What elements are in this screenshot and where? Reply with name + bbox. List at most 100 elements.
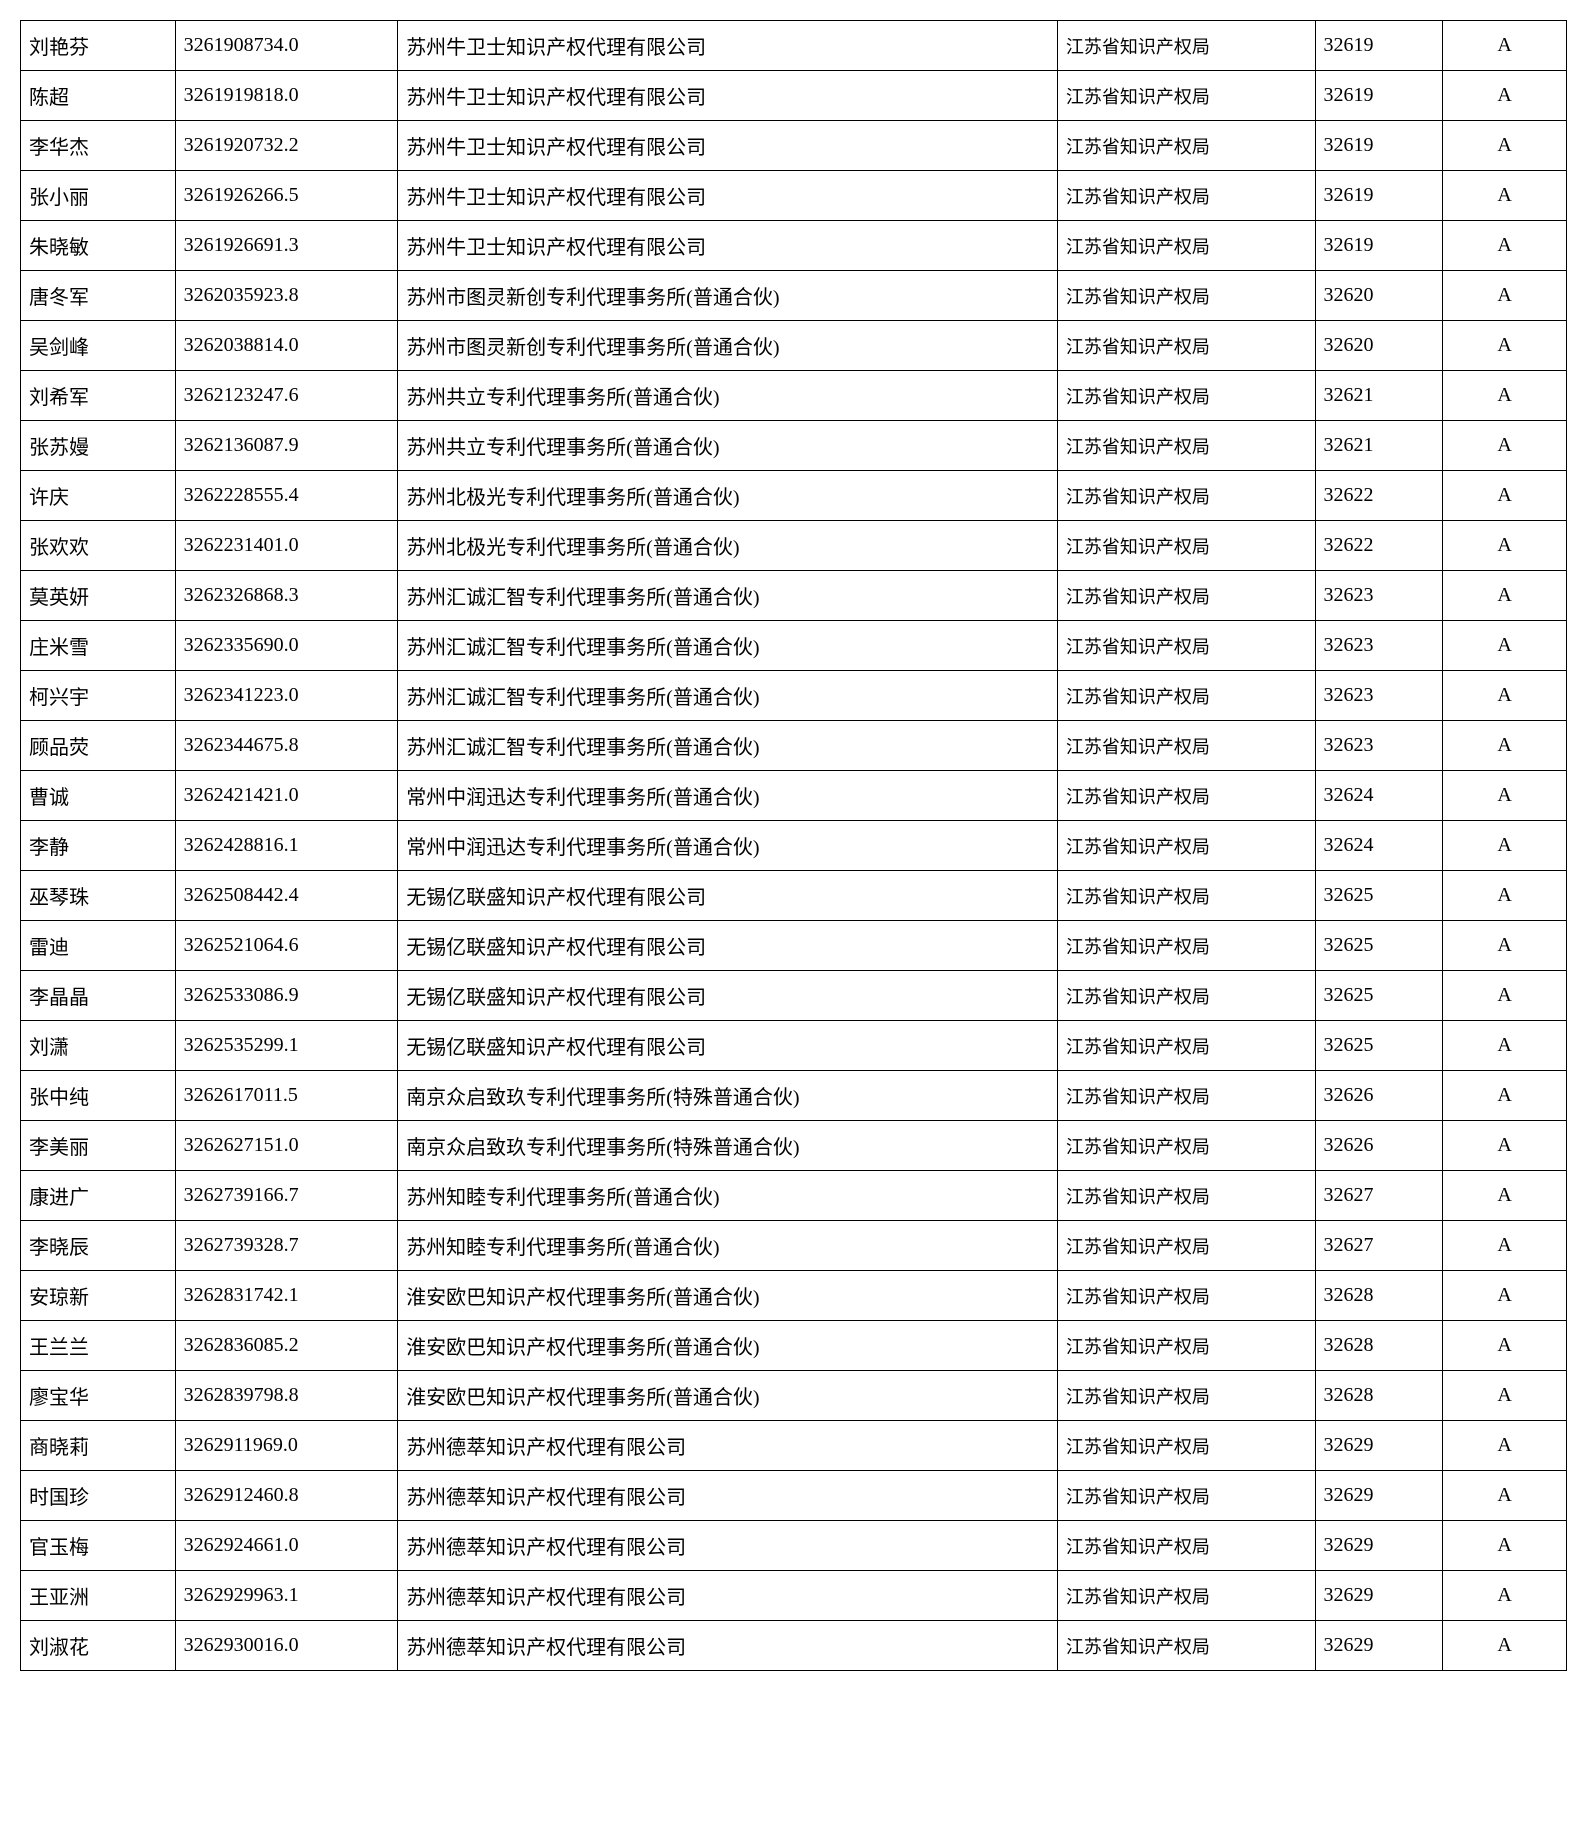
cell-id: 3262930016.0 — [175, 1621, 398, 1671]
cell-id: 3261919818.0 — [175, 71, 398, 121]
cell-company: 苏州牛卫士知识产权代理有限公司 — [398, 171, 1058, 221]
cell-bureau: 江苏省知识产权局 — [1057, 1321, 1315, 1371]
cell-id: 3262627151.0 — [175, 1121, 398, 1171]
cell-id: 3262341223.0 — [175, 671, 398, 721]
cell-id: 3262123247.6 — [175, 371, 398, 421]
table-row: 顾品荧3262344675.8苏州汇诚汇智专利代理事务所(普通合伙)江苏省知识产… — [21, 721, 1567, 771]
cell-grade: A — [1443, 171, 1567, 221]
cell-name: 李华杰 — [21, 121, 176, 171]
cell-id: 3262035923.8 — [175, 271, 398, 321]
cell-id: 3262508442.4 — [175, 871, 398, 921]
table-row: 刘淑花3262930016.0苏州德萃知识产权代理有限公司江苏省知识产权局326… — [21, 1621, 1567, 1671]
table-row: 廖宝华3262839798.8淮安欧巴知识产权代理事务所(普通合伙)江苏省知识产… — [21, 1371, 1567, 1421]
cell-company: 淮安欧巴知识产权代理事务所(普通合伙) — [398, 1321, 1058, 1371]
cell-company: 苏州德萃知识产权代理有限公司 — [398, 1421, 1058, 1471]
cell-id: 3261926691.3 — [175, 221, 398, 271]
cell-bureau: 江苏省知识产权局 — [1057, 21, 1315, 71]
cell-company: 苏州汇诚汇智专利代理事务所(普通合伙) — [398, 721, 1058, 771]
cell-id: 3261920732.2 — [175, 121, 398, 171]
cell-grade: A — [1443, 971, 1567, 1021]
table-row: 庄米雪3262335690.0苏州汇诚汇智专利代理事务所(普通合伙)江苏省知识产… — [21, 621, 1567, 671]
cell-code: 32621 — [1315, 421, 1443, 471]
cell-company: 无锡亿联盛知识产权代理有限公司 — [398, 921, 1058, 971]
table-row: 莫英妍3262326868.3苏州汇诚汇智专利代理事务所(普通合伙)江苏省知识产… — [21, 571, 1567, 621]
cell-bureau: 江苏省知识产权局 — [1057, 1421, 1315, 1471]
cell-grade: A — [1443, 1171, 1567, 1221]
cell-company: 苏州共立专利代理事务所(普通合伙) — [398, 371, 1058, 421]
cell-name: 时国珍 — [21, 1471, 176, 1521]
cell-id: 3262421421.0 — [175, 771, 398, 821]
cell-name: 许庆 — [21, 471, 176, 521]
table-row: 朱晓敏3261926691.3苏州牛卫士知识产权代理有限公司江苏省知识产权局32… — [21, 221, 1567, 271]
cell-bureau: 江苏省知识产权局 — [1057, 421, 1315, 471]
cell-grade: A — [1443, 21, 1567, 71]
cell-name: 官玉梅 — [21, 1521, 176, 1571]
table-row: 刘潇3262535299.1无锡亿联盛知识产权代理有限公司江苏省知识产权局326… — [21, 1021, 1567, 1071]
cell-company: 淮安欧巴知识产权代理事务所(普通合伙) — [398, 1271, 1058, 1321]
cell-code: 32625 — [1315, 921, 1443, 971]
cell-grade: A — [1443, 1221, 1567, 1271]
cell-name: 吴剑峰 — [21, 321, 176, 371]
cell-grade: A — [1443, 921, 1567, 971]
cell-id: 3262533086.9 — [175, 971, 398, 1021]
cell-code: 32626 — [1315, 1071, 1443, 1121]
cell-code: 32619 — [1315, 121, 1443, 171]
table-row: 许庆3262228555.4苏州北极光专利代理事务所(普通合伙)江苏省知识产权局… — [21, 471, 1567, 521]
cell-bureau: 江苏省知识产权局 — [1057, 371, 1315, 421]
cell-grade: A — [1443, 671, 1567, 721]
table-row: 李晶晶3262533086.9无锡亿联盛知识产权代理有限公司江苏省知识产权局32… — [21, 971, 1567, 1021]
cell-bureau: 江苏省知识产权局 — [1057, 871, 1315, 921]
cell-name: 廖宝华 — [21, 1371, 176, 1421]
cell-grade: A — [1443, 1421, 1567, 1471]
cell-name: 刘淑花 — [21, 1621, 176, 1671]
cell-id: 3262521064.6 — [175, 921, 398, 971]
cell-company: 苏州牛卫士知识产权代理有限公司 — [398, 221, 1058, 271]
cell-grade: A — [1443, 1571, 1567, 1621]
cell-company: 南京众启致玖专利代理事务所(特殊普通合伙) — [398, 1121, 1058, 1171]
table-row: 曹诚3262421421.0常州中润迅达专利代理事务所(普通合伙)江苏省知识产权… — [21, 771, 1567, 821]
cell-name: 张欢欢 — [21, 521, 176, 571]
cell-grade: A — [1443, 1021, 1567, 1071]
cell-code: 32629 — [1315, 1571, 1443, 1621]
cell-code: 32629 — [1315, 1621, 1443, 1671]
cell-bureau: 江苏省知识产权局 — [1057, 1221, 1315, 1271]
table-row: 唐冬军3262035923.8苏州市图灵新创专利代理事务所(普通合伙)江苏省知识… — [21, 271, 1567, 321]
cell-bureau: 江苏省知识产权局 — [1057, 1371, 1315, 1421]
cell-id: 3262739166.7 — [175, 1171, 398, 1221]
cell-company: 苏州北极光专利代理事务所(普通合伙) — [398, 521, 1058, 571]
cell-grade: A — [1443, 1621, 1567, 1671]
cell-company: 苏州德萃知识产权代理有限公司 — [398, 1521, 1058, 1571]
cell-code: 32621 — [1315, 371, 1443, 421]
cell-id: 3261908734.0 — [175, 21, 398, 71]
cell-code: 32625 — [1315, 871, 1443, 921]
cell-id: 3261926266.5 — [175, 171, 398, 221]
cell-grade: A — [1443, 1471, 1567, 1521]
cell-bureau: 江苏省知识产权局 — [1057, 1171, 1315, 1221]
cell-code: 32620 — [1315, 321, 1443, 371]
cell-bureau: 江苏省知识产权局 — [1057, 271, 1315, 321]
cell-grade: A — [1443, 821, 1567, 871]
cell-code: 32628 — [1315, 1271, 1443, 1321]
cell-name: 巫琴珠 — [21, 871, 176, 921]
cell-company: 苏州市图灵新创专利代理事务所(普通合伙) — [398, 271, 1058, 321]
cell-company: 无锡亿联盛知识产权代理有限公司 — [398, 971, 1058, 1021]
table-row: 巫琴珠3262508442.4无锡亿联盛知识产权代理有限公司江苏省知识产权局32… — [21, 871, 1567, 921]
table-row: 张苏嫚3262136087.9苏州共立专利代理事务所(普通合伙)江苏省知识产权局… — [21, 421, 1567, 471]
cell-company: 无锡亿联盛知识产权代理有限公司 — [398, 1021, 1058, 1071]
cell-bureau: 江苏省知识产权局 — [1057, 1621, 1315, 1671]
cell-name: 王兰兰 — [21, 1321, 176, 1371]
cell-company: 常州中润迅达专利代理事务所(普通合伙) — [398, 771, 1058, 821]
cell-name: 李静 — [21, 821, 176, 871]
cell-company: 苏州知睦专利代理事务所(普通合伙) — [398, 1171, 1058, 1221]
cell-bureau: 江苏省知识产权局 — [1057, 1021, 1315, 1071]
cell-grade: A — [1443, 221, 1567, 271]
cell-code: 32628 — [1315, 1371, 1443, 1421]
cell-grade: A — [1443, 1071, 1567, 1121]
cell-bureau: 江苏省知识产权局 — [1057, 1121, 1315, 1171]
table-row: 陈超3261919818.0苏州牛卫士知识产权代理有限公司江苏省知识产权局326… — [21, 71, 1567, 121]
cell-company: 南京众启致玖专利代理事务所(特殊普通合伙) — [398, 1071, 1058, 1121]
table-row: 李华杰3261920732.2苏州牛卫士知识产权代理有限公司江苏省知识产权局32… — [21, 121, 1567, 171]
table-row: 吴剑峰3262038814.0苏州市图灵新创专利代理事务所(普通合伙)江苏省知识… — [21, 321, 1567, 371]
cell-id: 3262739328.7 — [175, 1221, 398, 1271]
table-row: 张欢欢3262231401.0苏州北极光专利代理事务所(普通合伙)江苏省知识产权… — [21, 521, 1567, 571]
